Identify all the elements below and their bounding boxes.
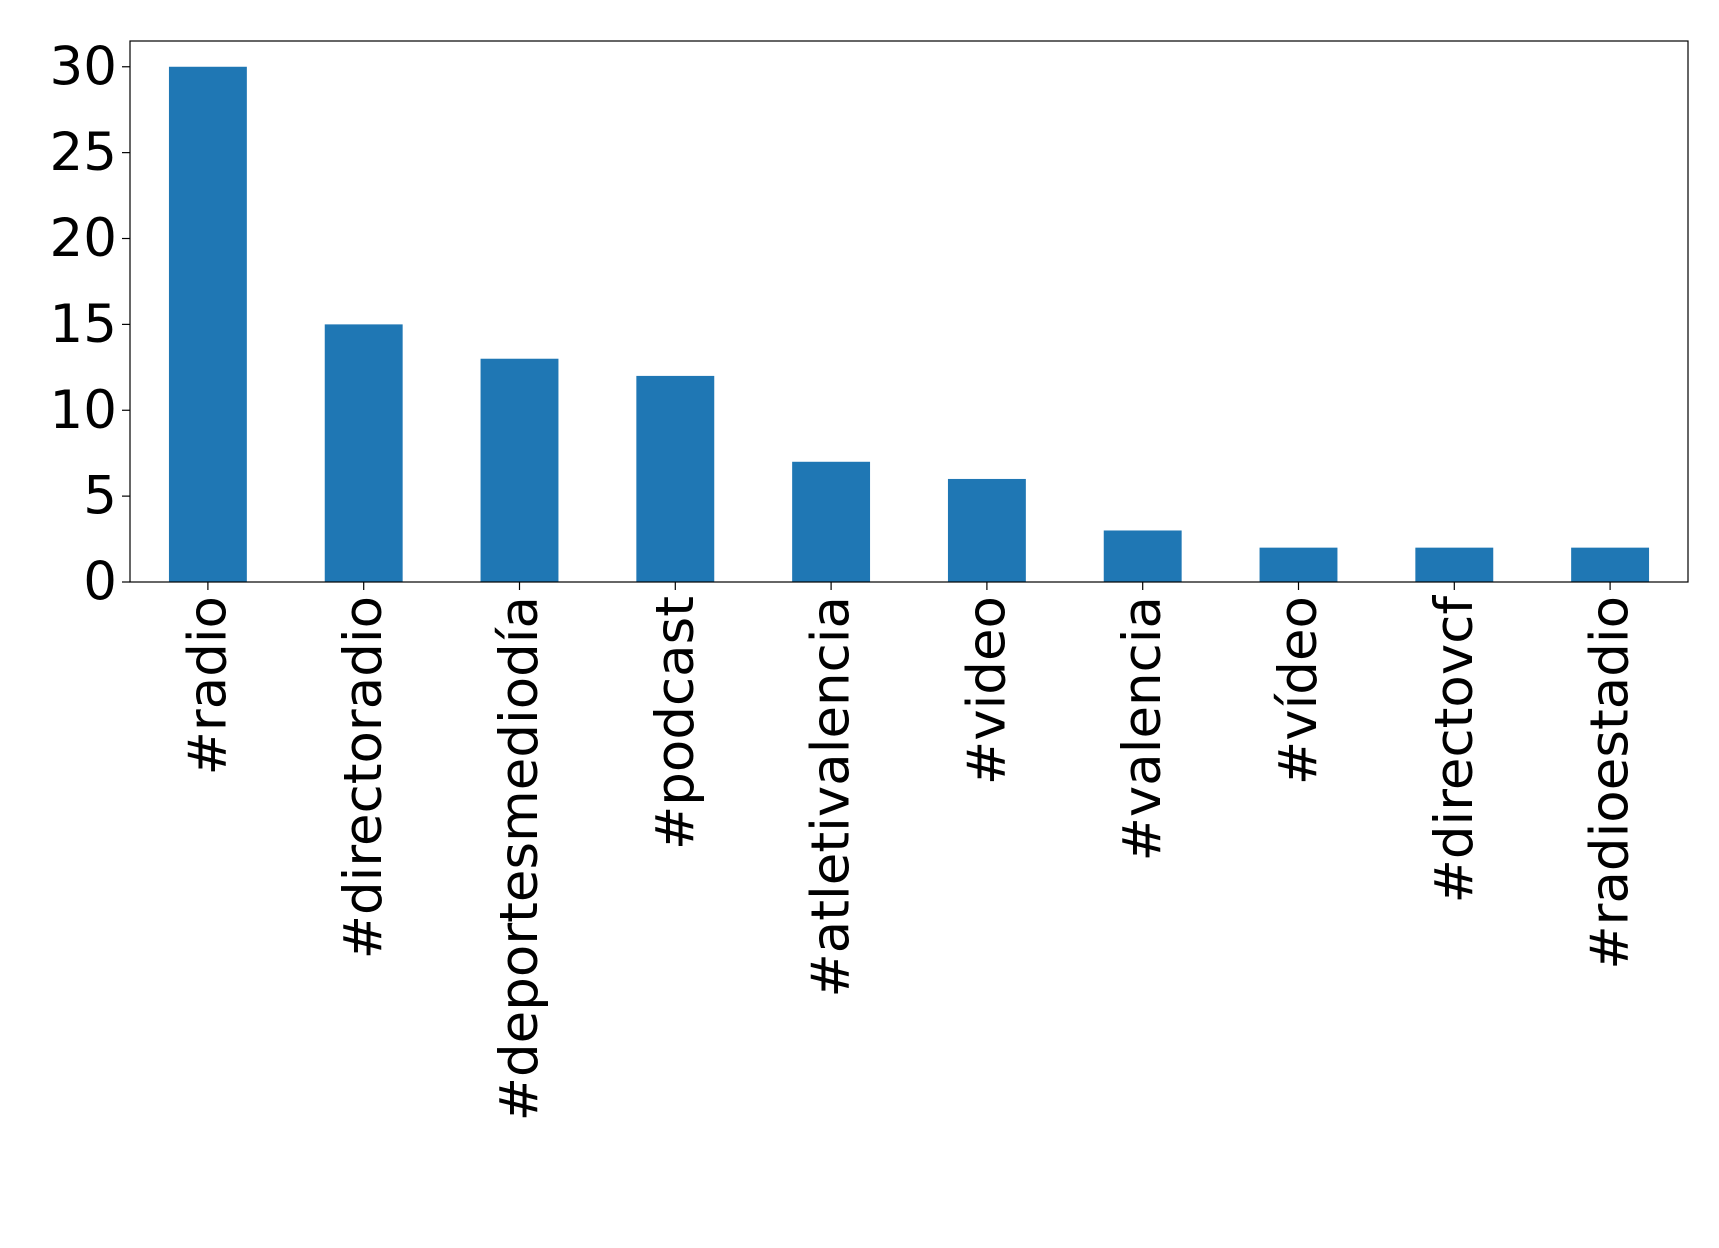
bar — [1571, 547, 1650, 582]
bar — [1259, 547, 1338, 582]
bar — [792, 461, 871, 582]
x-tick-label: #radio — [177, 596, 238, 775]
x-tick-label: #directovcf — [1424, 595, 1485, 904]
x-tick-label: #podcast — [645, 596, 706, 850]
x-tick-label: #valencia — [1112, 596, 1173, 862]
bar — [1415, 547, 1494, 582]
y-tick-label: 25 — [50, 122, 117, 183]
bar — [1103, 530, 1182, 582]
y-tick-label: 15 — [50, 294, 117, 355]
y-tick-label: 0 — [83, 552, 117, 613]
y-tick-label: 30 — [50, 36, 117, 97]
x-tick-label: #atletivalencia — [801, 596, 862, 998]
bar — [480, 358, 559, 582]
y-tick-label: 10 — [50, 380, 117, 441]
bar — [947, 478, 1026, 582]
y-tick-label: 5 — [83, 466, 117, 527]
x-tick-label: #vídeo — [1268, 596, 1329, 785]
bar — [324, 324, 403, 582]
bar — [636, 375, 715, 582]
x-tick-label: #directoradio — [333, 596, 394, 959]
x-tick-label: #deportesmediodía — [489, 596, 550, 1121]
y-tick-label: 20 — [50, 208, 117, 269]
x-tick-label: #radioestadio — [1580, 596, 1641, 970]
bar — [168, 66, 247, 582]
x-tick-label: #video — [956, 596, 1017, 785]
plot-frame — [129, 40, 1689, 583]
